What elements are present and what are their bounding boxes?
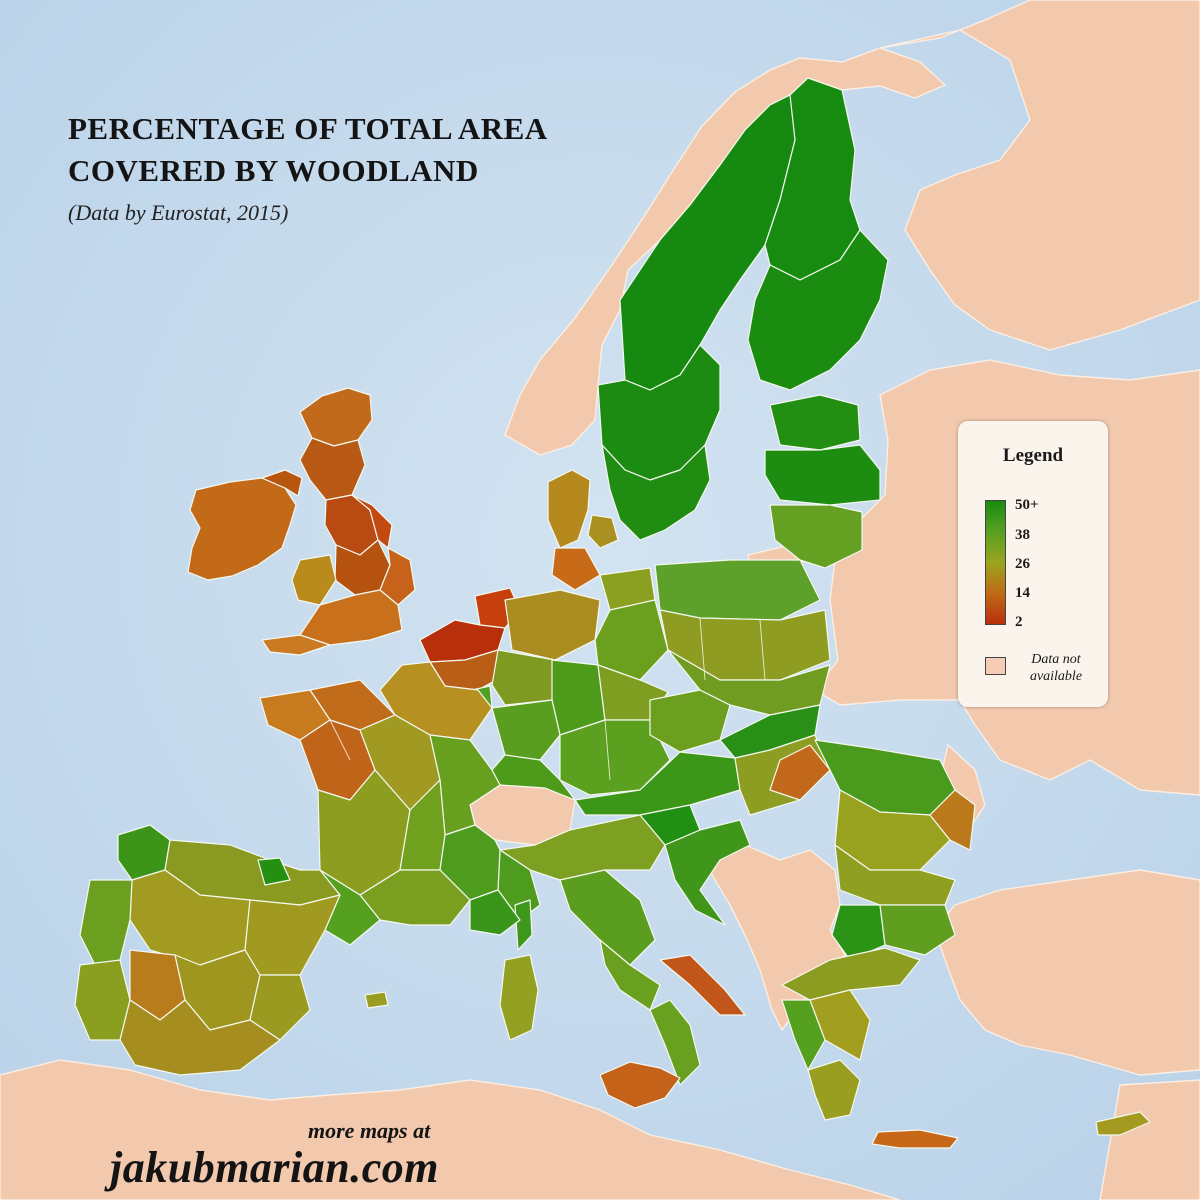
- region-northern-ireland[interactable]: [261, 469, 303, 497]
- region-cyprus[interactable]: [1095, 1111, 1151, 1136]
- legend-tick: 2: [1015, 614, 1023, 630]
- levant-land: [1099, 1079, 1200, 1200]
- region-crete[interactable]: [871, 1129, 959, 1149]
- region-hungary-east[interactable]: [769, 744, 831, 801]
- region-cornwall[interactable]: [261, 634, 331, 656]
- turkey-land: [934, 869, 1200, 1076]
- title-block: PERCENTAGE OF TOTAL AREA COVERED BY WOOD…: [68, 108, 548, 226]
- region-greece-central[interactable]: [809, 989, 871, 1061]
- legend-color-scale: [985, 500, 1006, 625]
- legend-panel: Legend 50+ 38 26 14 2 Data not available: [958, 421, 1108, 707]
- region-romania-east[interactable]: [929, 789, 976, 851]
- legend-tick: 26: [1015, 556, 1030, 572]
- region-basque[interactable]: [257, 857, 291, 886]
- legend-title: Legend: [1002, 445, 1064, 466]
- region-occitanie[interactable]: [359, 869, 471, 926]
- region-peloponnese[interactable]: [807, 1059, 861, 1121]
- credit-line-small: more maps at: [308, 1118, 431, 1143]
- region-provence[interactable]: [469, 889, 521, 936]
- credit-website[interactable]: jakubmarian.com: [110, 1143, 439, 1192]
- region-andalusia[interactable]: [119, 999, 281, 1076]
- legend-tick: 50+: [1015, 497, 1039, 513]
- region-italy-north[interactable]: [499, 814, 666, 881]
- legend-tick: 14: [1015, 585, 1030, 601]
- title-line-1: PERCENTAGE OF TOTAL AREA: [68, 111, 548, 146]
- region-greece-west[interactable]: [781, 999, 826, 1071]
- region-italy-central[interactable]: [559, 869, 656, 966]
- region-corsica[interactable]: [514, 899, 533, 951]
- region-borders: [329, 617, 766, 781]
- legend-no-data-label: Data not available: [1029, 652, 1083, 684]
- region-lithuania[interactable]: [769, 504, 863, 569]
- norway-land: [504, 47, 947, 456]
- north-africa-land: [0, 1059, 901, 1200]
- subtitle: (Data by Eurostat, 2015): [68, 200, 289, 225]
- region-italy-south[interactable]: [649, 999, 701, 1086]
- region-valencia[interactable]: [249, 974, 311, 1041]
- region-romania-south[interactable]: [834, 844, 956, 906]
- legend-tick: 38: [1015, 527, 1030, 543]
- legend-no-data-swatch: [985, 657, 1006, 675]
- region-nrw[interactable]: [491, 649, 556, 706]
- title-line-2: COVERED BY WOODLAND: [68, 153, 479, 188]
- region-croatia[interactable]: [664, 819, 751, 926]
- region-latvia[interactable]: [764, 444, 881, 506]
- russia-north-land: [879, 0, 1200, 351]
- region-sweden-south[interactable]: [601, 444, 711, 541]
- region-denmark-islands[interactable]: [587, 514, 619, 549]
- region-france-north[interactable]: [379, 661, 493, 741]
- region-schleswig[interactable]: [551, 547, 601, 591]
- region-bulgaria-east[interactable]: [879, 904, 956, 956]
- region-sicily[interactable]: [599, 1061, 681, 1109]
- region-denmark-jutland[interactable]: [547, 469, 591, 549]
- eu-regions: [74, 77, 1151, 1149]
- region-finland-south[interactable]: [747, 229, 889, 391]
- region-sardinia[interactable]: [499, 954, 539, 1041]
- region-balearic[interactable]: [364, 991, 389, 1009]
- region-poland-north[interactable]: [654, 559, 821, 621]
- region-puglia[interactable]: [659, 954, 746, 1016]
- region-estonia[interactable]: [769, 394, 861, 451]
